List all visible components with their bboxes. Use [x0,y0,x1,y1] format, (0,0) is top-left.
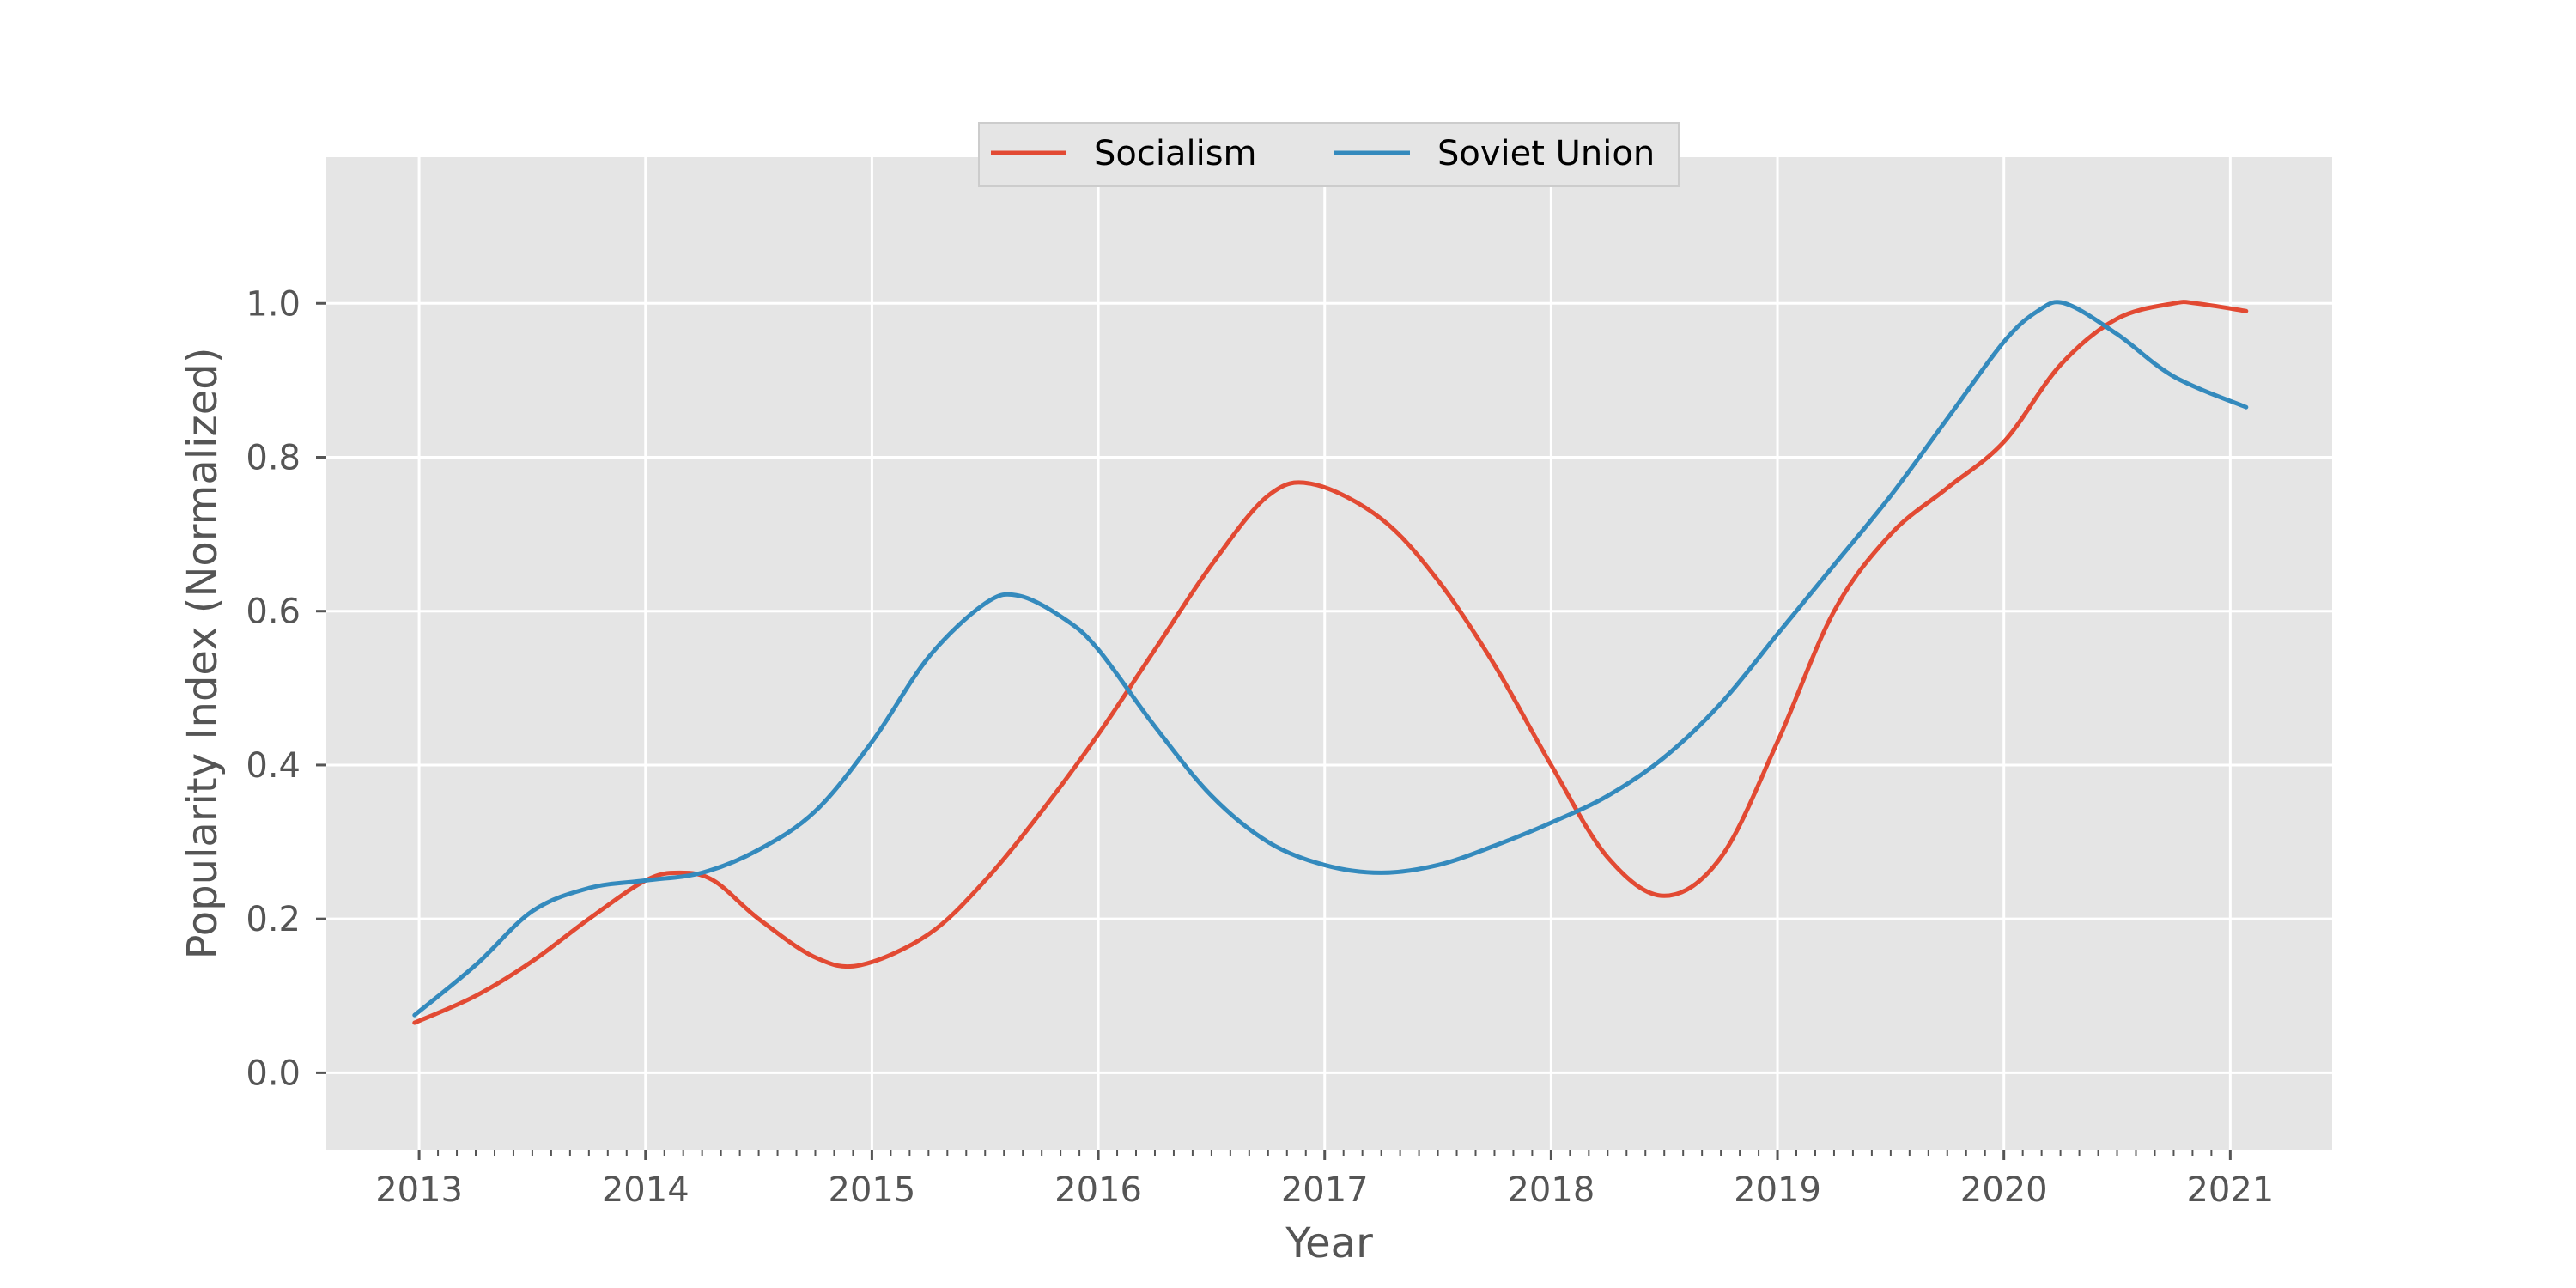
y-tick-label: 0.8 [246,438,301,477]
legend: Socialism Soviet Union [978,122,1680,187]
x-axis-title: Year [1285,1219,1373,1267]
x-tick-label: 2015 [829,1170,916,1210]
y-tick-label: 0.2 [246,900,301,939]
x-tick-label: 2019 [1734,1170,1821,1210]
x-tick-label: 2013 [375,1170,463,1210]
axis-ticks: 2013 2014 2015 2016 2017 2018 2019 2020 2021 0.0 0… [246,284,2274,1210]
grid-lines [326,157,2332,1150]
plot-background [326,157,2332,1150]
series-line-soviet-union [412,300,2249,1018]
series-line-socialism [412,300,2249,1025]
series-lines [412,300,2249,1025]
x-tick-label: 2014 [602,1170,690,1210]
x-tick-label: 2017 [1281,1170,1369,1210]
legend-label-socialism: Socialism [1094,134,1257,173]
y-tick-label: 0.4 [246,746,301,786]
x-tick-label: 2020 [1960,1170,2048,1210]
y-tick-label: 0.6 [246,592,301,632]
legend-box [978,122,1680,187]
legend-label-soviet-union: Soviet Union [1437,134,1655,173]
x-tick-label: 2021 [2186,1170,2274,1210]
y-tick-label: 0.0 [246,1054,301,1093]
y-tick-label: 1.0 [246,284,301,324]
x-tick-label: 2016 [1054,1170,1142,1210]
x-tick-label: 2018 [1507,1170,1595,1210]
y-axis-title: Popularity Index (Normalized) [179,348,227,960]
